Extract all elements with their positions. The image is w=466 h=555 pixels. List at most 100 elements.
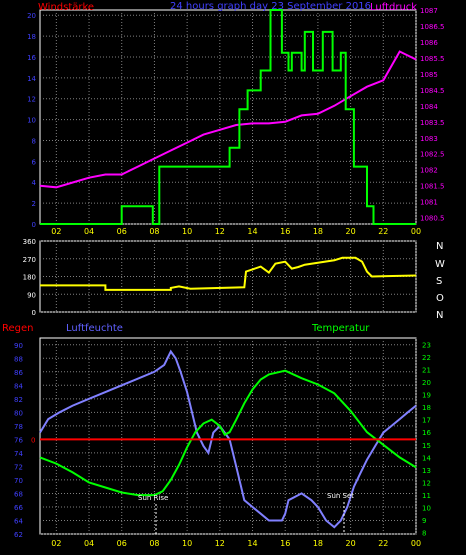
sunrise-label: Sun Rise — [138, 494, 168, 502]
temperature-label: Temperatur — [311, 323, 370, 334]
wind-tick-2: 2 — [32, 200, 36, 208]
x-tick-label-16: 16 — [280, 227, 290, 236]
x-tick-label-02: 02 — [51, 227, 61, 236]
x-tick-label-22: 22 — [378, 539, 388, 548]
temperature-tick-10: 10 — [422, 505, 431, 513]
compass-s: S — [436, 276, 442, 287]
temperature-tick-12: 12 — [422, 479, 431, 487]
x-tick-label-02: 02 — [51, 539, 61, 548]
compass-n-bottom: N — [436, 310, 443, 321]
direction-tick-270: 270 — [23, 256, 36, 264]
humidity-tick-84: 84 — [14, 382, 23, 390]
wind-tick-8: 8 — [32, 137, 36, 145]
x-tick-label-04: 04 — [84, 539, 94, 548]
compass-n-top: N — [436, 241, 443, 252]
humidity-tick-88: 88 — [14, 355, 23, 363]
panel1-plot — [39, 9, 417, 225]
humidity-tick-66: 66 — [14, 504, 23, 512]
x-tick-label-08: 08 — [149, 227, 159, 236]
temperature-tick-21: 21 — [422, 366, 431, 374]
pressure-tick: 1082.5 — [420, 151, 445, 159]
temperature-tick-23: 23 — [422, 341, 431, 349]
x-tick-label-12: 12 — [215, 539, 225, 548]
pressure-tick: 1083 — [420, 135, 438, 143]
temperature-tick-19: 19 — [422, 392, 431, 400]
humidity-tick-76: 76 — [14, 436, 23, 444]
humidity-tick-90: 90 — [14, 342, 23, 350]
x-tick-label-06: 06 — [117, 227, 127, 236]
x-tick-label-10: 10 — [182, 539, 192, 548]
pressure-tick: 1086 — [420, 39, 438, 47]
wind-tick-16: 16 — [27, 54, 36, 62]
humidity-tick-74: 74 — [14, 450, 23, 458]
pressure-label: Luftdruck — [370, 2, 417, 13]
x-tick-label-00: 00 — [411, 227, 421, 236]
x-tick-label-20: 20 — [346, 227, 356, 236]
pressure-tick: 1084 — [420, 103, 438, 111]
temperature-tick-20: 20 — [422, 379, 431, 387]
temperature-tick-8: 8 — [422, 530, 426, 538]
temperature-series-line — [39, 369, 417, 497]
wind-series-line — [40, 9, 416, 225]
humidity-tick-68: 68 — [14, 490, 23, 498]
humidity-series-line — [39, 349, 417, 529]
pressure-series-line — [39, 50, 417, 189]
pressure-tick: 1083.5 — [420, 119, 445, 127]
direction-tick-90: 90 — [27, 291, 36, 299]
temperature-tick-16: 16 — [422, 429, 431, 437]
x-tick-label-08: 08 — [149, 539, 159, 548]
pressure-tick: 1081 — [420, 199, 438, 207]
humidity-tick-86: 86 — [14, 369, 23, 377]
humidity-tick-78: 78 — [14, 423, 23, 431]
x-tick-label-14: 14 — [247, 539, 257, 548]
wind-tick-12: 12 — [27, 96, 36, 104]
humidity-tick-70: 70 — [14, 477, 23, 485]
x-tick-label-22: 22 — [378, 227, 388, 236]
humidity-tick-82: 82 — [14, 396, 23, 404]
temperature-tick-13: 13 — [422, 467, 431, 475]
x-tick-label-10: 10 — [182, 227, 192, 236]
wind-tick-20: 20 — [27, 12, 36, 20]
sunset-label: Sun Set — [327, 492, 354, 500]
direction-tick-180: 180 — [23, 274, 36, 282]
pressure-tick: 1085.5 — [420, 55, 445, 63]
direction-series-line — [40, 256, 417, 291]
humidity-tick-72: 72 — [14, 463, 23, 471]
wind-tick-0: 0 — [32, 221, 36, 229]
compass-o: O — [436, 293, 444, 304]
x-tick-label-18: 18 — [313, 227, 323, 236]
temperature-tick-11: 11 — [422, 492, 431, 500]
humidity-label: Luftfeuchte — [66, 323, 123, 334]
temperature-tick-17: 17 — [422, 417, 431, 425]
temperature-tick-18: 18 — [422, 404, 431, 412]
wind-tick-4: 4 — [32, 179, 37, 187]
temperature-tick-15: 15 — [422, 442, 431, 450]
pressure-tick: 1084.5 — [420, 87, 445, 95]
compass-w: W — [435, 259, 445, 270]
pressure-tick: 1081.5 — [420, 183, 445, 191]
pressure-tick: 1087 — [420, 7, 438, 15]
x-tick-label-16: 16 — [280, 539, 290, 548]
x-tick-label-12: 12 — [215, 227, 225, 236]
wind-tick-10: 10 — [27, 117, 36, 125]
rain-label: Regen — [2, 323, 34, 334]
x-tick-label-20: 20 — [346, 539, 356, 548]
humidity-tick-62: 62 — [14, 531, 23, 539]
pressure-tick: 1085 — [420, 71, 438, 79]
pressure-tick: 1080.5 — [420, 215, 445, 223]
panel2-plot — [39, 240, 417, 313]
wind-tick-18: 18 — [27, 33, 36, 41]
wind-tick-6: 6 — [32, 158, 37, 166]
temperature-tick-14: 14 — [422, 454, 431, 462]
humidity-tick-80: 80 — [14, 409, 23, 417]
direction-tick-360: 360 — [23, 238, 36, 246]
pressure-tick: 1082 — [420, 167, 438, 175]
temperature-tick-22: 22 — [422, 354, 431, 362]
x-tick-label-00: 00 — [411, 539, 421, 548]
wind-label: Windstärke — [38, 2, 94, 13]
x-tick-label-06: 06 — [117, 539, 127, 548]
x-tick-label-04: 04 — [84, 227, 94, 236]
direction-tick-0: 0 — [32, 309, 36, 317]
graph-title: 24 hours graph day 23 September 2016 — [170, 1, 371, 12]
